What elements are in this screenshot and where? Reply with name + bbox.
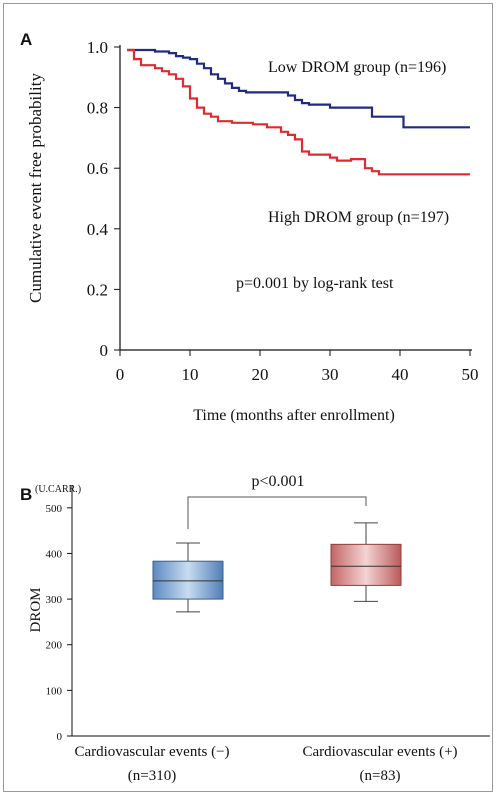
panel-b-axes: 0 100 200 300 400 500 [46,485,490,743]
panel-a-x-tick-label: 10 [182,365,199,384]
comparison-bracket-line [187,496,367,529]
panel-a-label: A [20,30,32,49]
panel-b-boxes [152,522,402,613]
panel-a-xlabel: Time (months after enrollment) [193,407,395,424]
panel-b-y-tick-label: 400 [46,548,63,560]
panel-a-x-tick-label: 40 [392,365,409,384]
category-n-events: (n=83) [360,768,401,784]
panel-b-y-tick-label: 0 [57,731,63,743]
series-low-drom-curve [127,48,470,129]
panel-a-y-tick-label: 0.4 [87,220,109,239]
legend-high-drom: High DROM group (n=197) [268,209,449,226]
panel-b-y-tick-label: 500 [46,503,63,515]
panel-a-ylabel: Cumulative event free probability [26,73,45,303]
panel-a-x-tick-label: 30 [322,365,339,384]
series-high-drom-curve [127,48,470,176]
panel-b-ylabel: DROM [28,587,44,632]
panel-a-x-tick-label: 0 [116,365,125,384]
panel-a-y-tick-label: 0.8 [87,99,108,118]
box-no-events [152,542,224,613]
box-events [330,522,402,602]
panel-b-unit: (U.CARR.) [35,484,81,495]
panel-a-series [127,48,470,176]
panel-a-y-tick-label: 0 [100,341,109,360]
box-iqr [330,543,402,586]
comparison-bracket [187,496,367,529]
panel-a-axes: 0 0.2 0.4 0.6 0.8 1.0 0 10 20 30 40 50 [87,38,479,384]
panel-a-y-tick-label: 1.0 [87,38,108,57]
legend-low-drom: Low DROM group (n=196) [268,59,446,76]
panel-a-y-tick-label: 0.6 [87,159,108,178]
panel-a-y-tick-label: 0.2 [87,280,108,299]
category-n-no-events: (n=310) [128,768,176,784]
panel-b-y-tick-label: 300 [46,594,63,606]
figure-frame [3,3,493,792]
panel-b-y-tick-label: 100 [46,685,63,697]
panel-b-y-tick-label: 200 [46,640,63,652]
category-label-no-events: Cardiovascular events (−) [74,744,229,760]
panel-a-x-tick-label: 20 [252,365,269,384]
log-rank-annotation: p=0.001 by log-rank test [236,275,394,292]
panel-b-label: B [20,485,32,504]
panel-a-x-tick-label: 50 [462,365,479,384]
box-iqr [152,560,224,600]
comparison-p-value: p<0.001 [251,473,304,490]
category-label-events: Cardiovascular events (+) [302,744,457,760]
